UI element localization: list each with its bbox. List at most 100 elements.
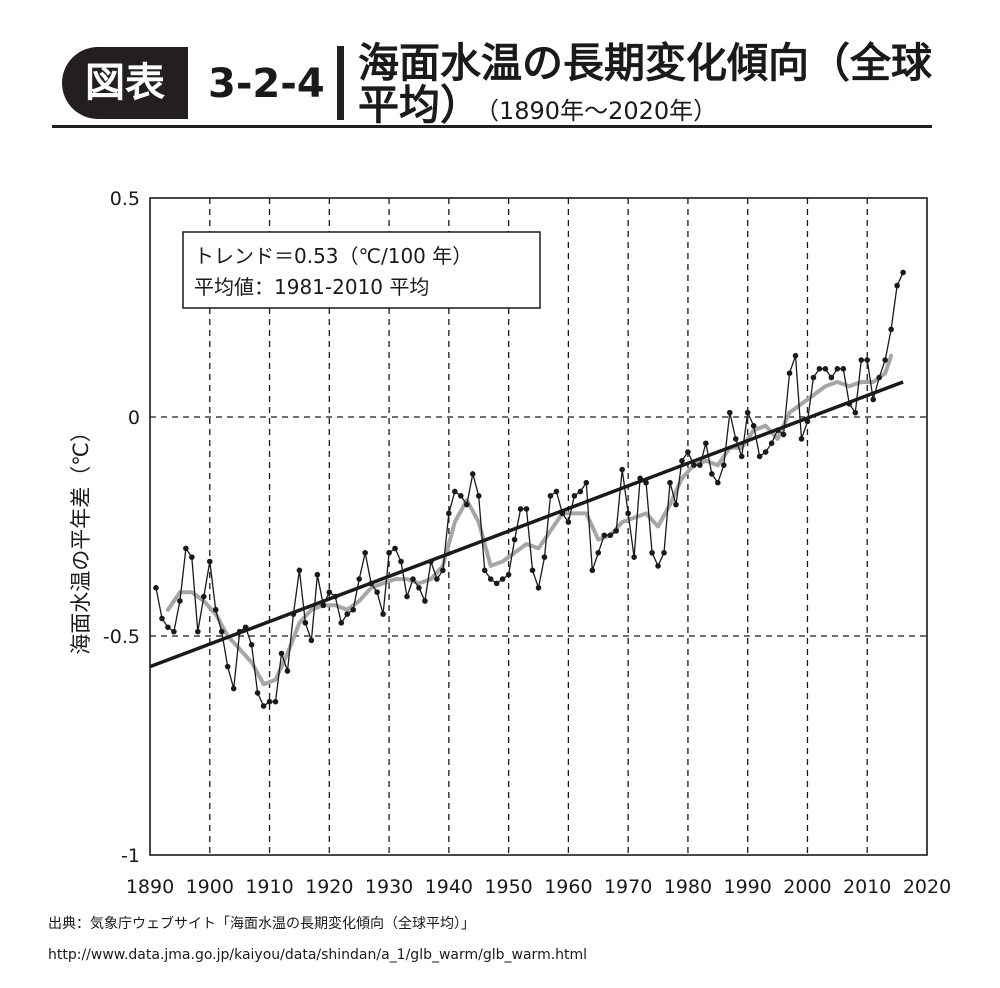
annual-data-point xyxy=(589,567,596,574)
annual-data-point xyxy=(571,493,578,499)
annual-data-point xyxy=(434,576,440,582)
annual-data-point xyxy=(786,370,793,377)
annual-data-point xyxy=(750,422,757,429)
legend-box: トレンド＝0.53（℃/100 年） 平均値：1981-2010 平均 xyxy=(182,231,541,309)
annual-data-point xyxy=(380,611,386,617)
annual-data-point xyxy=(224,663,231,670)
source-note: 出典：気象庁ウェブサイト「海面水温の長期変化傾向（全球平均）」 xyxy=(48,916,475,932)
annual-data-point xyxy=(888,326,894,333)
sst-chart: 1890 1900 1910 1920 1930 1940 1950 1960 1970 1980… xyxy=(69,188,951,898)
annual-data-point xyxy=(529,567,536,574)
annual-data-point xyxy=(643,479,649,486)
annual-data-point xyxy=(673,501,679,508)
annual-data-point xyxy=(565,519,572,525)
annual-data-point xyxy=(577,488,584,495)
header-rule xyxy=(52,125,932,128)
annual-data-point xyxy=(523,506,530,512)
annual-data-point xyxy=(559,510,566,517)
legend-frame xyxy=(182,231,541,309)
annual-data-point xyxy=(493,580,500,587)
annual-data-point xyxy=(870,396,877,403)
annual-data-point xyxy=(852,409,859,416)
annual-data-point xyxy=(428,558,434,565)
annual-data-point xyxy=(541,554,548,560)
x-tick-label: 1900 xyxy=(186,876,234,898)
annual-data-point xyxy=(296,567,303,574)
annual-data-point xyxy=(416,585,422,591)
annual-data-point xyxy=(356,576,362,582)
annual-data-point xyxy=(583,479,590,486)
x-tick-label: 1980 xyxy=(664,876,712,898)
annual-data-point xyxy=(649,549,655,556)
annual-data-point xyxy=(422,598,428,604)
annual-data-point xyxy=(625,510,631,517)
annual-data-point xyxy=(350,606,357,613)
annual-data-point xyxy=(230,685,237,692)
annual-data-point xyxy=(726,409,733,416)
annual-data-point xyxy=(452,488,458,495)
y-tick-label: -0.5 xyxy=(103,626,140,648)
x-tick-label: 1930 xyxy=(365,876,413,898)
figure-header: 図表 3-2-4 海面水温の長期変化傾向（全球 平均） （1890年〜2020年） xyxy=(0,0,1000,135)
annual-data-point xyxy=(458,493,464,499)
annual-series-line xyxy=(155,272,904,707)
annual-data-point xyxy=(248,641,255,648)
y-tick-label: 0 xyxy=(128,407,140,429)
y-tick-label: 0.5 xyxy=(110,188,140,210)
y-axis-label: 海面水温の平年差（℃） xyxy=(69,421,93,655)
annual-data-point xyxy=(469,471,476,477)
grid-layer xyxy=(150,198,927,855)
annual-data-point xyxy=(840,366,847,372)
annual-data-point xyxy=(183,545,189,552)
annual-data-point xyxy=(344,611,351,617)
annual-data-point xyxy=(278,650,285,657)
figure-badge: 図表 xyxy=(62,47,188,119)
x-tick-label: 1970 xyxy=(604,876,652,898)
annual-data-point xyxy=(368,580,374,587)
x-tick-label: 1990 xyxy=(724,876,772,898)
annual-data-point xyxy=(446,510,452,517)
annual-data-point xyxy=(595,549,602,556)
annual-data-point xyxy=(165,624,171,631)
annual-data-point xyxy=(212,606,219,613)
annual-data-point xyxy=(858,357,865,363)
annual-data-point xyxy=(302,620,309,626)
annual-data-point xyxy=(332,593,339,600)
x-tick-label: 2020 xyxy=(903,876,951,898)
annual-data-point xyxy=(882,357,888,363)
annual-data-point xyxy=(386,549,392,556)
y-tick-label: -1 xyxy=(121,845,140,867)
annual-data-point xyxy=(756,453,763,460)
annual-data-point xyxy=(195,628,201,635)
x-tick-label: 1910 xyxy=(245,876,293,898)
annual-data-point xyxy=(475,493,482,499)
annual-data-point xyxy=(266,698,273,705)
annual-data-point xyxy=(613,528,619,534)
annual-data-point xyxy=(153,585,159,591)
annual-data-point xyxy=(374,589,380,595)
annual-data-point xyxy=(822,366,829,372)
annual-data-point xyxy=(780,431,787,438)
annual-data-point xyxy=(440,567,446,574)
annual-data-point xyxy=(792,352,799,359)
annual-data-point xyxy=(236,628,243,635)
annual-data-point xyxy=(481,567,488,574)
annual-data-point xyxy=(709,471,715,477)
annual-data-point xyxy=(159,615,165,622)
annual-data-point xyxy=(894,282,900,289)
annual-data-point xyxy=(691,462,697,468)
annual-data-point xyxy=(206,558,213,565)
x-tick-labels: 1890 1900 1910 1920 1930 1940 1950 1960 1970 1980… xyxy=(126,876,951,898)
source-url[interactable]: http://www.data.jma.go.jp/kaiyou/data/sh… xyxy=(48,947,588,963)
annual-data-point xyxy=(619,466,625,473)
annual-data-point xyxy=(846,401,853,407)
annual-data-point xyxy=(404,593,410,600)
annual-data-point xyxy=(242,624,249,631)
annual-data-point xyxy=(697,462,703,468)
annual-data-point xyxy=(463,501,470,508)
x-tick-label: 1940 xyxy=(425,876,473,898)
figure-title-line2: 平均） xyxy=(358,81,481,129)
annual-data-point xyxy=(338,620,345,626)
annual-data-point xyxy=(505,571,512,578)
annual-data-point xyxy=(816,366,823,372)
